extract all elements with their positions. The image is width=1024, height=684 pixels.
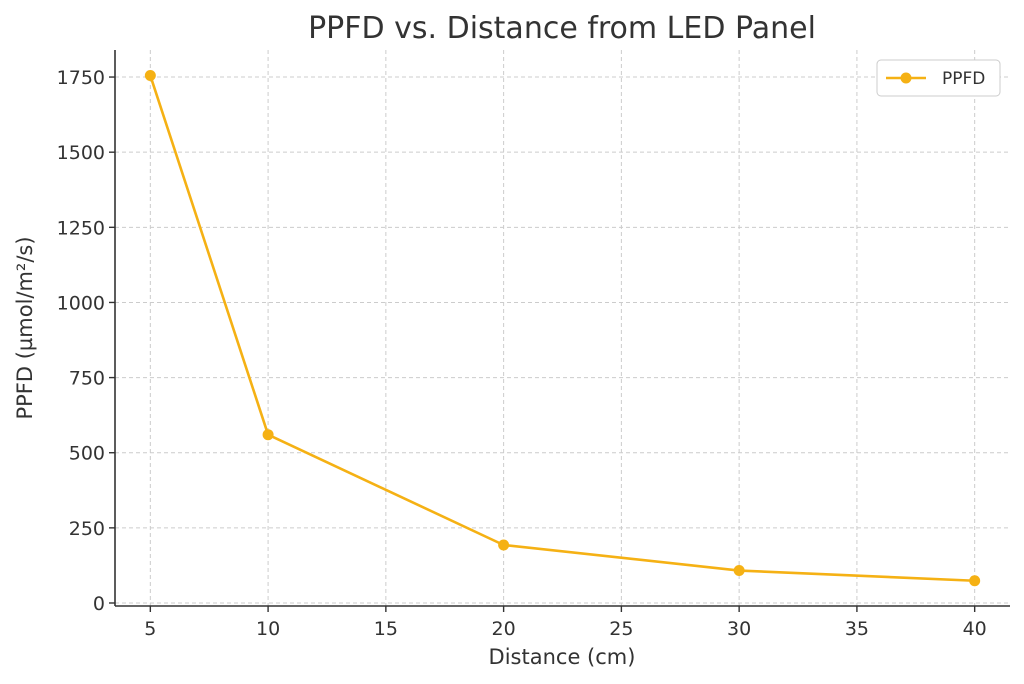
data-point	[498, 539, 510, 551]
y-tick-label: 1500	[57, 142, 105, 164]
y-tick-label: 750	[69, 368, 105, 390]
y-tick-label: 250	[69, 518, 105, 540]
legend-label: PPFD	[942, 69, 985, 89]
x-tick-label: 25	[609, 618, 633, 640]
x-tick-label: 40	[963, 618, 987, 640]
x-tick-label: 5	[144, 618, 156, 640]
data-point	[144, 70, 156, 82]
y-tick-label: 0	[93, 593, 105, 615]
axes	[114, 50, 1010, 607]
data-point	[262, 429, 274, 441]
x-axis-ticks: 5 10 15 20 25 30 35 40	[144, 606, 987, 640]
y-axis-label: PPFD (µmol/m²/s)	[13, 236, 37, 419]
chart-title: PPFD vs. Distance from LED Panel	[308, 11, 816, 46]
x-tick-label: 20	[492, 618, 516, 640]
grid-lines	[115, 50, 1010, 606]
data-point	[969, 575, 981, 587]
y-tick-label: 1250	[57, 217, 105, 239]
y-axis-ticks: 0 250 500 750 1000 1250 1500 1750	[57, 67, 115, 615]
series-layer	[144, 70, 981, 587]
series-line	[149, 75, 975, 583]
data-point	[733, 565, 745, 577]
legend-box	[876, 59, 1001, 97]
legend-marker	[900, 72, 912, 84]
x-axis-label: Distance (cm)	[489, 645, 636, 669]
y-tick-label: 500	[69, 443, 105, 465]
x-tick-label: 10	[256, 618, 280, 640]
x-tick-label: 15	[374, 618, 398, 640]
legend: PPFD	[876, 59, 1001, 97]
x-tick-label: 35	[845, 618, 869, 640]
x-tick-label: 30	[727, 618, 751, 640]
y-tick-label: 1750	[57, 67, 105, 89]
y-tick-label: 1000	[57, 292, 105, 314]
